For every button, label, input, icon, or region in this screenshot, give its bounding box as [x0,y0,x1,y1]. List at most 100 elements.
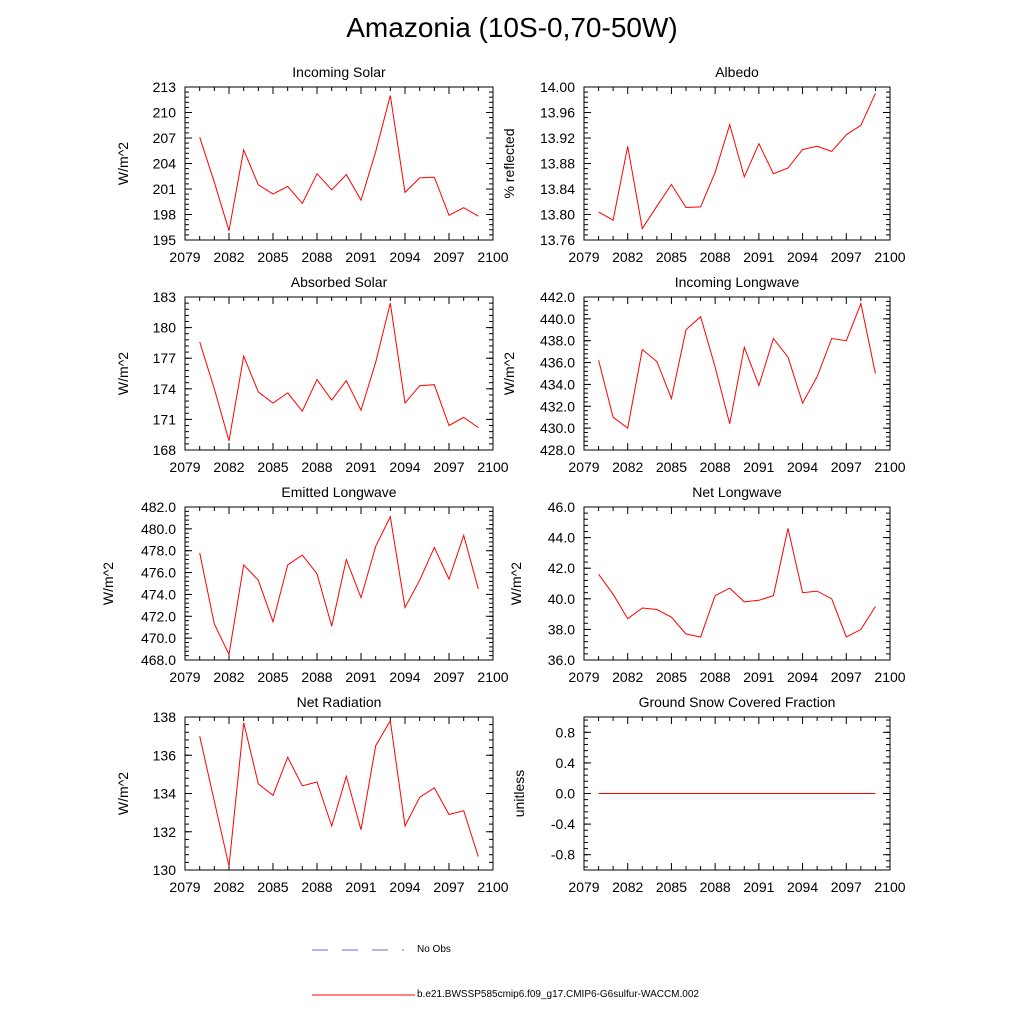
x-tick-label: 2100 [874,669,905,685]
panel-title: Net Longwave [692,484,782,500]
y-tick-label: 134 [153,786,177,802]
x-tick-label: 2094 [787,879,818,895]
x-tick-label: 2091 [345,669,376,685]
x-tick-label: 2088 [301,669,332,685]
x-tick-label: 2097 [433,249,464,265]
x-tick-label: 2079 [568,459,599,475]
y-axis-label: W/m^2 [115,352,131,395]
y-tick-label: 432.0 [540,398,575,414]
y-tick-label: 13.80 [540,207,575,223]
panel-6: Net Radiation W/m^2 2079 2082 2085 2088 2091 20… [115,694,509,895]
y-tick-label: 480.0 [141,521,176,537]
y-tick-label: 213 [153,79,177,95]
y-tick-label: 44.0 [548,530,575,546]
x-tick-label: 2100 [874,249,905,265]
series-line [598,93,876,230]
x-tick-label: 2079 [568,879,599,895]
x-tick-label: 2088 [301,879,332,895]
y-axis-label: W/m^2 [508,562,524,605]
y-tick-label: 440.0 [540,311,575,327]
panel-title: Albedo [715,64,759,80]
panel-0: Incoming Solar W/m^2 2079 2082 2085 2088 2091 2… [115,64,509,265]
y-tick-label: 171 [153,411,177,427]
y-tick-label: 36.0 [548,652,575,668]
x-tick-label: 2097 [831,459,862,475]
y-tick-label: 430.0 [540,420,575,436]
x-tick-label: 2079 [169,459,200,475]
legend-model-label: b.e21.BWSSP585cmip6.f09_g17.CMIP6-G6sulf… [417,989,699,1000]
x-tick-label: 2082 [612,249,643,265]
y-tick-label: -0.4 [551,816,575,832]
y-tick-label: 177 [153,350,177,366]
panel-frame [184,296,494,451]
x-tick-label: 2079 [568,249,599,265]
x-tick-label: 2079 [568,669,599,685]
x-tick-label: 2085 [656,879,687,895]
y-tick-label: 168 [153,442,177,458]
x-tick-label: 2094 [389,669,420,685]
x-tick-label: 2097 [831,669,862,685]
y-tick-label: 0.4 [556,755,576,771]
x-tick-label: 2100 [874,459,905,475]
legend-no-obs-label: No Obs [417,944,451,955]
series-line [598,528,876,638]
y-tick-label: 472.0 [141,608,176,624]
x-tick-label: 2085 [656,249,687,265]
x-tick-label: 2082 [612,669,643,685]
x-tick-label: 2091 [345,249,376,265]
x-tick-label: 2097 [433,459,464,475]
y-tick-label: 207 [153,130,177,146]
y-tick-label: 470.0 [141,630,176,646]
series-line [598,301,876,429]
x-tick-label: 2085 [257,879,288,895]
y-tick-label: 42.0 [548,560,575,576]
y-tick-label: 38.0 [548,621,575,637]
y-tick-label: 438.0 [540,333,575,349]
x-tick-label: 2094 [389,249,420,265]
panel-frame [583,296,891,451]
y-axis-label: W/m^2 [501,352,517,395]
x-tick-label: 2100 [477,669,508,685]
x-tick-label: 2091 [345,879,376,895]
x-tick-label: 2091 [743,249,774,265]
y-tick-label: 468.0 [141,652,176,668]
y-tick-label: 195 [153,232,177,248]
y-tick-label: 132 [153,824,177,840]
x-tick-label: 2082 [612,879,643,895]
y-tick-label: 0.0 [556,786,576,802]
y-tick-label: 46.0 [548,499,575,515]
x-tick-label: 2088 [301,459,332,475]
y-tick-label: 478.0 [141,543,176,559]
y-tick-label: 180 [153,320,177,336]
x-tick-label: 2100 [477,249,508,265]
x-tick-label: 2097 [433,879,464,895]
panel-3: Incoming Longwave W/m^2 2079 2082 2085 2088 20… [501,274,906,475]
y-tick-label: 13.92 [540,130,575,146]
panel-5: Net Longwave W/m^2 2079 2082 2085 2088 2091 209… [508,484,906,685]
x-tick-label: 2100 [874,879,905,895]
panel-title: Absorbed Solar [291,274,388,290]
x-tick-label: 2085 [257,669,288,685]
y-tick-label: 13.88 [540,156,575,172]
y-tick-label: 130 [153,862,177,878]
x-tick-label: 2100 [477,879,508,895]
x-tick-label: 2094 [787,249,818,265]
series-line [199,719,479,867]
series-line [199,515,479,657]
y-tick-label: 183 [153,289,177,305]
y-tick-label: 474.0 [141,586,176,602]
panel-title: Incoming Solar [292,64,386,80]
x-tick-label: 2094 [389,459,420,475]
x-tick-label: 2094 [389,879,420,895]
y-tick-label: 138 [153,709,177,725]
panel-7: Ground Snow Covered Fraction unitless 2079… [511,694,906,895]
x-tick-label: 2082 [213,249,244,265]
y-axis-label: W/m^2 [100,562,116,605]
x-tick-label: 2097 [433,669,464,685]
y-tick-label: 136 [153,747,177,763]
x-tick-label: 2079 [169,249,200,265]
y-tick-label: 13.76 [540,232,575,248]
panel-frame [583,86,891,241]
